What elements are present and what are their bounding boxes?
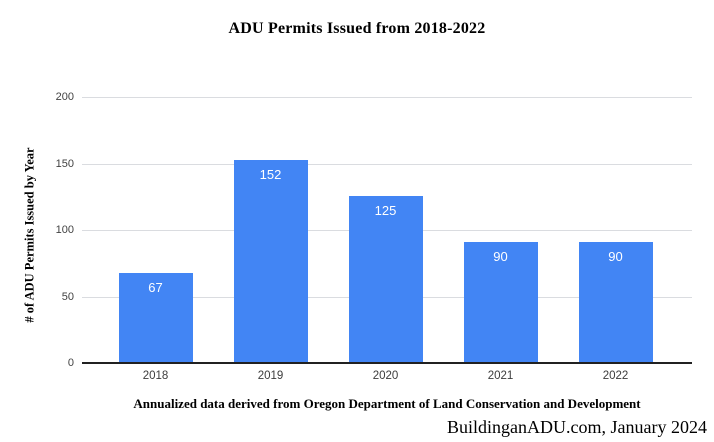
attribution: BuildinganADU.com, January 2024 (447, 417, 707, 437)
x-tick-label-2020: 2020 (372, 370, 399, 382)
x-tick-label-2021: 2021 (487, 370, 514, 382)
plot-area: 67 152 125 90 90 (82, 97, 692, 364)
chart-title: ADU Permits Issued from 2018-2022 (228, 20, 486, 37)
bar-2022: 90 (578, 242, 653, 362)
y-tick-label-100: 100 (55, 224, 74, 236)
x-axis-ticks: 2018 2019 2020 2021 2022 (98, 370, 673, 384)
x-tick-label-2019: 2019 (257, 370, 284, 382)
bar-2021: 90 (463, 242, 538, 362)
bar-value-label-2021: 90 (493, 249, 508, 265)
bar-value-label-2022: 90 (608, 249, 623, 265)
y-tick-label-0: 0 (67, 357, 74, 369)
x-tick-label-2018: 2018 (142, 370, 169, 382)
bar-value-label-2018: 67 (148, 279, 163, 295)
bar-column-2020: 125 (328, 97, 443, 362)
gridline-150 (82, 163, 692, 165)
bar-column-2018: 67 (98, 97, 213, 362)
bar-2019: 152 (233, 159, 308, 362)
y-tick-label-50: 50 (61, 290, 74, 303)
y-axis-ticks: 0 50 100 150 200 (0, 91, 74, 369)
bar-value-label-2019: 152 (259, 166, 282, 182)
bar-column-2021: 90 (443, 97, 558, 362)
x-axis-line (82, 362, 692, 364)
bar-column-2019: 152 (213, 97, 328, 362)
bar-value-label-2020: 125 (374, 202, 397, 218)
bar-series: 67 152 125 90 90 (98, 97, 673, 362)
bar-2018: 67 (118, 272, 193, 362)
source-note: Annualized data derived from Oregon Depa… (133, 396, 641, 411)
x-tick-label-2022: 2022 (602, 370, 629, 382)
bar-column-2022: 90 (558, 97, 673, 362)
y-tick-label-150: 150 (55, 157, 74, 170)
bar-2020: 125 (348, 195, 423, 362)
gridline-200 (82, 97, 692, 98)
y-tick-label-200: 200 (55, 91, 74, 103)
